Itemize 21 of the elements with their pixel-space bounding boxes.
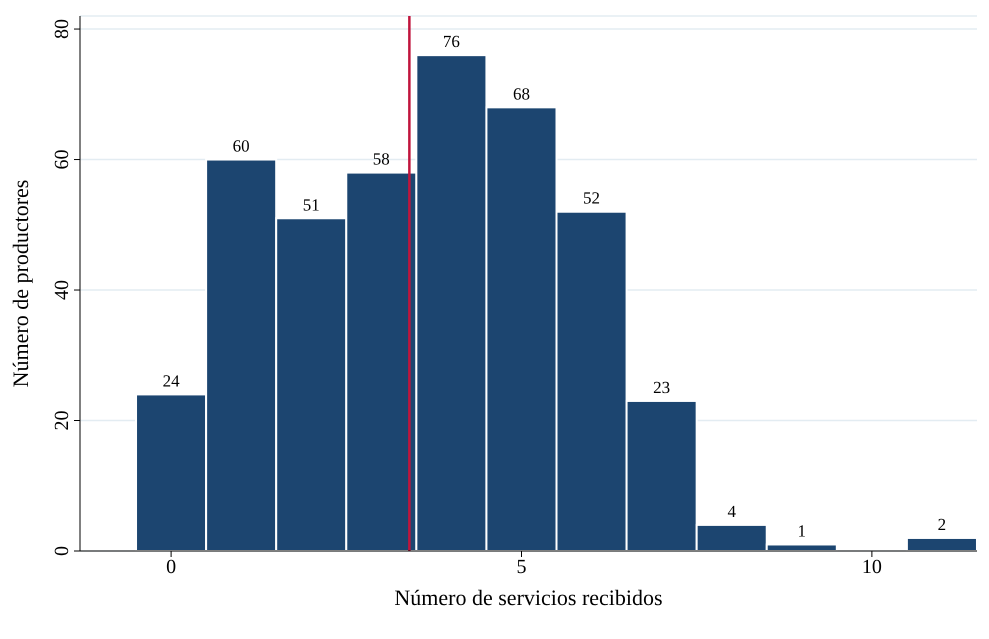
- data-label: 4: [727, 502, 736, 521]
- y-tick-label: 0: [51, 546, 73, 556]
- data-label: 60: [232, 136, 250, 156]
- x-tick-label: 0: [166, 556, 176, 578]
- data-label: 76: [442, 32, 460, 52]
- data-label: 24: [162, 371, 180, 390]
- x-axis-title: Número de servicios recibidos: [394, 585, 663, 610]
- x-tick-label: 5: [516, 556, 526, 578]
- data-label: 51: [302, 195, 320, 214]
- y-tick-label: 80: [51, 19, 73, 40]
- y-tick-label: 40: [51, 280, 73, 300]
- y-tick-label: 20: [51, 410, 73, 431]
- data-label: 2: [938, 514, 946, 534]
- y-axis-title: Número de productores: [8, 180, 33, 388]
- data-label: 58: [372, 150, 390, 169]
- data-label: 68: [512, 84, 530, 104]
- data-label: 1: [798, 521, 806, 540]
- y-tick-label: 60: [51, 150, 73, 170]
- x-tick-label: 10: [862, 556, 882, 578]
- data-label: 52: [583, 188, 600, 208]
- data-label: 23: [653, 378, 670, 397]
